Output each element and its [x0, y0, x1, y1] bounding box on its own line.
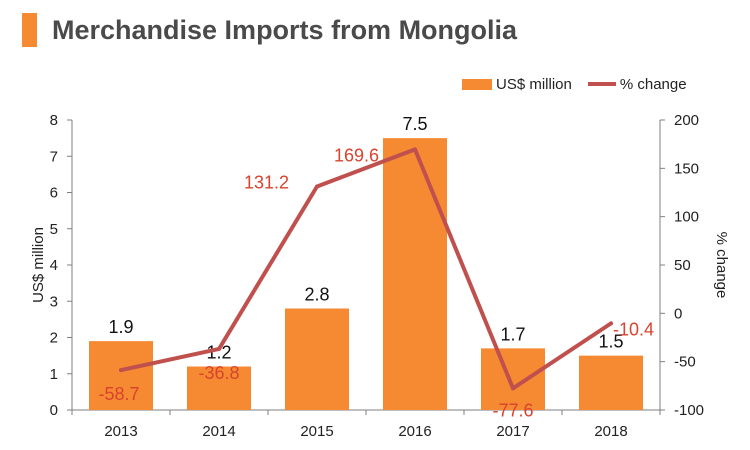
- title-accent-bar: [22, 13, 37, 47]
- legend-line-swatch: [587, 82, 616, 86]
- bar-value-label: 1.5: [598, 332, 623, 352]
- y-tick-label: 2: [50, 330, 58, 347]
- line-value-label: 131.2: [244, 173, 289, 193]
- line-point: [119, 368, 123, 373]
- chart-title: Merchandise Imports from Mongolia: [52, 15, 518, 45]
- x-tick-label: 2016: [398, 423, 431, 440]
- y2-tick-label: 150: [674, 160, 699, 177]
- line-value-label: -58.7: [98, 384, 139, 404]
- y2-tick-label: 200: [674, 112, 699, 129]
- x-tick-label: 2013: [104, 423, 137, 440]
- bar: [89, 341, 153, 410]
- y2-tick-label: 0: [674, 305, 682, 322]
- y2-tick-label: 100: [674, 209, 699, 226]
- line-point: [609, 321, 613, 326]
- legend-line-label: % change: [619, 75, 687, 93]
- x-tick-label: 2017: [496, 423, 529, 440]
- y-tick-label: 0: [50, 402, 58, 419]
- line-series-pct-change: [119, 147, 613, 391]
- bar: [285, 308, 349, 410]
- bar-value-label: 7.5: [402, 114, 427, 134]
- y2-axis-title: % change: [713, 232, 730, 299]
- y-tick-label: 5: [50, 221, 58, 238]
- bar-value-label: 1.9: [108, 317, 133, 337]
- x-tick-label: 2018: [594, 423, 627, 440]
- y2-tick-label: -50: [674, 354, 696, 371]
- bar-value-label: 2.8: [304, 285, 329, 305]
- bar-value-label: 1.2: [206, 343, 231, 363]
- line-value-label: 169.6: [334, 145, 379, 165]
- y-tick-label: 7: [50, 148, 58, 165]
- y-tick-label: 1: [50, 366, 58, 383]
- bar-value-label: 1.7: [500, 324, 525, 344]
- legend: US$ million % change: [462, 74, 703, 94]
- y-tick-label: 8: [50, 112, 58, 129]
- y-tick-label: 4: [50, 257, 58, 274]
- line-value-label: -10.4: [613, 319, 654, 339]
- legend-item-bars: US$ million: [462, 76, 572, 93]
- line-point: [413, 147, 417, 152]
- legend-bar-swatch: [462, 78, 492, 90]
- line-point: [217, 346, 221, 351]
- y-tick-label: 6: [50, 185, 58, 202]
- bar: [481, 348, 545, 410]
- legend-item-line: % change: [587, 75, 687, 93]
- y2-tick-label: -100: [674, 402, 704, 419]
- line-value-label: -77.6: [492, 400, 533, 420]
- line-value-label: -36.8: [198, 363, 239, 383]
- legend-bar-label: US$ million: [496, 75, 572, 93]
- x-tick-label: 2015: [300, 423, 333, 440]
- x-tick-label: 2014: [202, 423, 235, 440]
- bar: [187, 366, 251, 410]
- y2-tick-label: 50: [674, 257, 691, 274]
- bar: [383, 138, 447, 410]
- line-point: [315, 184, 319, 189]
- bar: [579, 355, 643, 410]
- y-tick-label: 3: [50, 293, 58, 310]
- y-axis-title: US$ million: [30, 227, 47, 303]
- line-point: [511, 386, 515, 391]
